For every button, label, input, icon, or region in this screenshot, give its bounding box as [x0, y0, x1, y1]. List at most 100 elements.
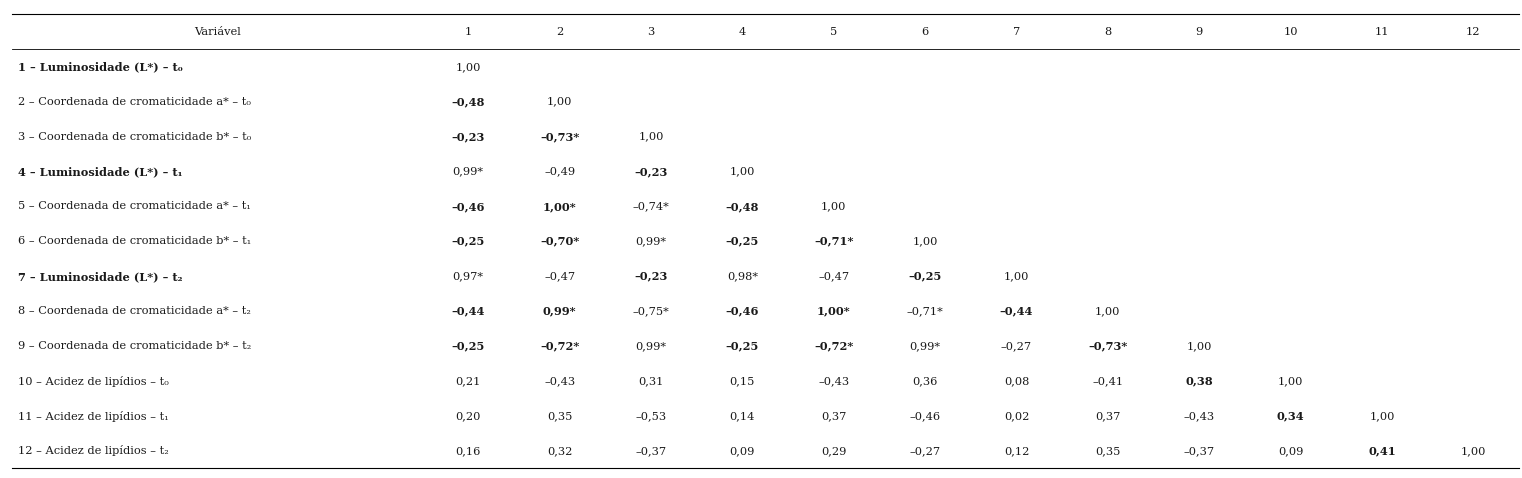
Text: 0,34: 0,34: [1277, 411, 1304, 422]
Text: 1,00: 1,00: [638, 131, 664, 141]
Text: 10: 10: [1283, 27, 1298, 37]
Text: 1 – Luminosidade (L*) – t₀: 1 – Luminosidade (L*) – t₀: [18, 61, 183, 72]
Text: –0,43: –0,43: [543, 376, 575, 386]
Text: 0,97*: 0,97*: [452, 272, 484, 282]
Text: 10 – Acidez de lipídios – t₀: 10 – Acidez de lipídios – t₀: [18, 376, 169, 387]
Text: –0,27: –0,27: [910, 446, 941, 456]
Text: 1,00*: 1,00*: [543, 201, 577, 212]
Text: 0,37: 0,37: [820, 411, 846, 421]
Text: –0,37: –0,37: [635, 446, 667, 456]
Text: –0,43: –0,43: [1184, 411, 1215, 421]
Text: 0,08: 0,08: [1003, 376, 1029, 386]
Text: –0,70*: –0,70*: [540, 236, 580, 247]
Text: 1,00: 1,00: [1370, 411, 1394, 421]
Text: –0,46: –0,46: [910, 411, 941, 421]
Text: 5: 5: [829, 27, 837, 37]
Text: –0,44: –0,44: [452, 306, 486, 317]
Text: 0,09: 0,09: [1278, 446, 1303, 456]
Text: 1,00: 1,00: [1187, 341, 1212, 351]
Text: 1,00: 1,00: [1461, 446, 1485, 456]
Text: 4 – Luminosidade (L*) – t₁: 4 – Luminosidade (L*) – t₁: [18, 166, 183, 177]
Text: 12 – Acidez de lipídios – t₂: 12 – Acidez de lipídios – t₂: [18, 445, 169, 456]
Text: 0,99*: 0,99*: [636, 237, 667, 246]
Text: 0,32: 0,32: [546, 446, 572, 456]
Text: 3: 3: [647, 27, 654, 37]
Text: –0,46: –0,46: [452, 201, 486, 212]
Text: 8 – Coordenada de cromaticidade a* – t₂: 8 – Coordenada de cromaticidade a* – t₂: [18, 306, 251, 316]
Text: 0,41: 0,41: [1368, 445, 1396, 456]
Text: 11: 11: [1374, 27, 1390, 37]
Text: –0,73*: –0,73*: [540, 131, 580, 142]
Text: 12: 12: [1466, 27, 1481, 37]
Text: –0,72*: –0,72*: [540, 341, 580, 352]
Text: –0,23: –0,23: [635, 166, 668, 177]
Text: 6: 6: [921, 27, 928, 37]
Text: 0,02: 0,02: [1003, 411, 1029, 421]
Text: –0,25: –0,25: [726, 236, 759, 247]
Text: 0,99*: 0,99*: [452, 166, 484, 176]
Text: –0,75*: –0,75*: [633, 306, 670, 316]
Text: 0,36: 0,36: [912, 376, 938, 386]
Text: 0,31: 0,31: [638, 376, 664, 386]
Text: 0,38: 0,38: [1186, 376, 1213, 387]
Text: 0,14: 0,14: [729, 411, 755, 421]
Text: –0,48: –0,48: [726, 201, 759, 212]
Text: –0,44: –0,44: [1000, 306, 1033, 317]
Text: –0,25: –0,25: [452, 341, 486, 352]
Text: –0,25: –0,25: [909, 271, 942, 282]
Text: –0,41: –0,41: [1093, 376, 1123, 386]
Text: 0,99*: 0,99*: [910, 341, 941, 351]
Text: –0,23: –0,23: [452, 131, 486, 142]
Text: 2 – Coordenada de cromaticidade a* – t₀: 2 – Coordenada de cromaticidade a* – t₀: [18, 97, 251, 107]
Text: 2: 2: [556, 27, 563, 37]
Text: –0,37: –0,37: [1184, 446, 1215, 456]
Text: 0,21: 0,21: [455, 376, 481, 386]
Text: 1,00: 1,00: [820, 201, 846, 211]
Text: 0,35: 0,35: [1096, 446, 1120, 456]
Text: 0,15: 0,15: [729, 376, 755, 386]
Text: –0,47: –0,47: [543, 272, 575, 282]
Text: –0,53: –0,53: [635, 411, 667, 421]
Text: 1,00: 1,00: [912, 237, 938, 246]
Text: –0,72*: –0,72*: [814, 341, 854, 352]
Text: –0,27: –0,27: [1001, 341, 1032, 351]
Text: –0,71*: –0,71*: [907, 306, 944, 316]
Text: 0,99*: 0,99*: [636, 341, 667, 351]
Text: –0,48: –0,48: [452, 96, 486, 107]
Text: 1,00: 1,00: [546, 97, 572, 107]
Text: 6 – Coordenada de cromaticidade b* – t₁: 6 – Coordenada de cromaticidade b* – t₁: [18, 237, 251, 246]
Text: –0,73*: –0,73*: [1088, 341, 1128, 352]
Text: 0,29: 0,29: [820, 446, 846, 456]
Text: 9 – Coordenada de cromaticidade b* – t₂: 9 – Coordenada de cromaticidade b* – t₂: [18, 341, 251, 351]
Text: 0,12: 0,12: [1003, 446, 1029, 456]
Text: –0,25: –0,25: [726, 341, 759, 352]
Text: 11 – Acidez de lipídios – t₁: 11 – Acidez de lipídios – t₁: [18, 411, 169, 422]
Text: 0,09: 0,09: [729, 446, 755, 456]
Text: 9: 9: [1196, 27, 1202, 37]
Text: 1,00: 1,00: [455, 62, 481, 72]
Text: –0,74*: –0,74*: [633, 201, 670, 211]
Text: –0,47: –0,47: [819, 272, 849, 282]
Text: 7 – Luminosidade (L*) – t₂: 7 – Luminosidade (L*) – t₂: [18, 271, 183, 282]
Text: 8: 8: [1103, 27, 1111, 37]
Text: Variável: Variável: [193, 27, 240, 37]
Text: –0,25: –0,25: [452, 236, 486, 247]
Text: 1,00: 1,00: [729, 166, 755, 176]
Text: 3 – Coordenada de cromaticidade b* – t₀: 3 – Coordenada de cromaticidade b* – t₀: [18, 131, 251, 141]
Text: 1: 1: [464, 27, 472, 37]
Text: 1,00*: 1,00*: [817, 306, 851, 317]
Text: –0,23: –0,23: [635, 271, 668, 282]
Text: 0,35: 0,35: [546, 411, 572, 421]
Text: 1,00: 1,00: [1003, 272, 1029, 282]
Text: 0,98*: 0,98*: [728, 272, 758, 282]
Text: 0,99*: 0,99*: [543, 306, 577, 317]
Text: –0,46: –0,46: [726, 306, 759, 317]
Text: 0,37: 0,37: [1096, 411, 1120, 421]
Text: –0,43: –0,43: [819, 376, 849, 386]
Text: 0,16: 0,16: [455, 446, 481, 456]
Text: 0,20: 0,20: [455, 411, 481, 421]
Text: 1,00: 1,00: [1278, 376, 1303, 386]
Text: 5 – Coordenada de cromaticidade a* – t₁: 5 – Coordenada de cromaticidade a* – t₁: [18, 201, 251, 211]
Text: 1,00: 1,00: [1096, 306, 1120, 316]
Text: 7: 7: [1012, 27, 1020, 37]
